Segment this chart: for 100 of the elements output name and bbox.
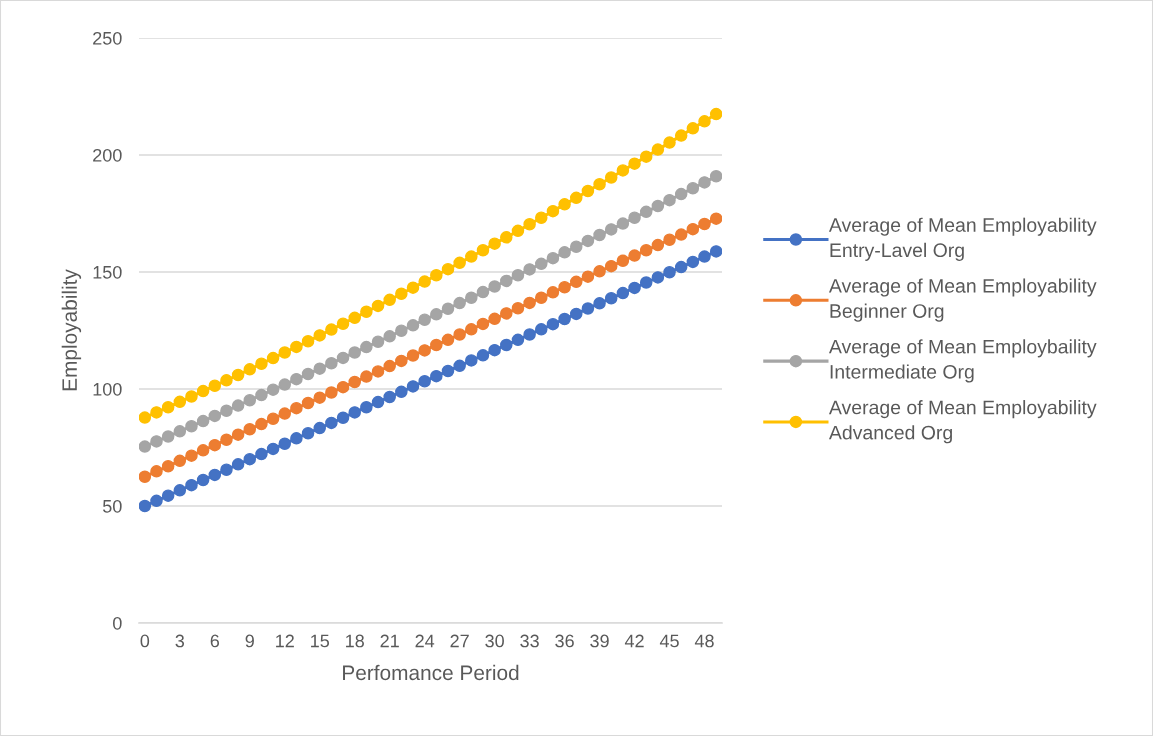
point — [523, 296, 536, 310]
point — [383, 359, 396, 373]
point — [360, 401, 373, 414]
y-tick-label: 200 — [93, 148, 122, 162]
point — [430, 308, 443, 321]
point — [161, 430, 175, 443]
point — [266, 383, 280, 396]
point — [593, 177, 606, 191]
point — [150, 494, 163, 508]
point — [418, 375, 431, 388]
point — [208, 468, 222, 482]
point — [488, 280, 501, 293]
point — [348, 346, 361, 359]
x-tick-label: 15 — [311, 634, 330, 648]
point — [476, 285, 490, 299]
point — [639, 276, 653, 289]
point — [418, 344, 431, 357]
point — [278, 407, 292, 420]
point — [290, 401, 303, 415]
point — [371, 365, 385, 378]
point — [686, 255, 700, 269]
point — [150, 465, 163, 478]
point — [674, 187, 688, 201]
point — [150, 406, 163, 419]
point — [383, 330, 396, 343]
point — [569, 307, 583, 321]
point — [698, 115, 711, 128]
point — [231, 458, 245, 471]
point — [593, 228, 606, 242]
point — [628, 211, 641, 224]
point — [639, 243, 653, 257]
point — [441, 302, 455, 315]
legend-label: Average of Mean Employability Advanced Org — [828, 400, 1097, 444]
point — [243, 452, 257, 466]
point — [430, 269, 443, 282]
point — [220, 374, 233, 387]
point — [395, 324, 408, 337]
point — [371, 299, 385, 313]
x-tick-label: 27 — [450, 634, 469, 648]
y-axis-title: Employability — [61, 269, 82, 391]
point — [243, 393, 257, 407]
point — [371, 395, 385, 409]
point — [418, 313, 431, 326]
point — [698, 217, 711, 231]
point — [266, 351, 280, 365]
point — [430, 338, 443, 352]
point — [231, 399, 245, 412]
point — [208, 409, 222, 423]
point — [476, 317, 490, 331]
point — [535, 291, 548, 304]
x-tick-label: 24 — [415, 634, 435, 648]
x-tick-label: 18 — [346, 634, 364, 648]
point — [336, 351, 350, 365]
point — [500, 307, 513, 320]
point — [511, 302, 525, 315]
point — [569, 191, 583, 205]
point — [278, 378, 292, 391]
point — [686, 122, 700, 135]
point — [628, 249, 641, 262]
point — [220, 463, 233, 476]
legend-label: Average of Mean Employbaility Intermediate Org — [828, 339, 1097, 383]
point — [173, 425, 187, 438]
point — [395, 385, 408, 399]
point — [453, 256, 466, 270]
point — [395, 287, 408, 301]
point — [465, 323, 478, 336]
point — [453, 328, 466, 341]
point — [569, 275, 583, 289]
point — [488, 343, 501, 357]
point — [651, 143, 665, 156]
point — [290, 340, 303, 354]
point — [301, 396, 315, 410]
point — [336, 380, 350, 394]
point — [465, 250, 478, 263]
point — [476, 243, 490, 257]
point — [430, 369, 443, 383]
x-tick-label: 48 — [694, 634, 714, 648]
point — [220, 433, 233, 447]
point — [558, 198, 571, 211]
point — [336, 411, 350, 425]
point — [546, 317, 560, 331]
point — [663, 265, 676, 279]
point — [360, 305, 373, 319]
point — [231, 428, 245, 441]
point — [196, 384, 210, 398]
point — [139, 499, 152, 513]
x-axis-title: Perfomance Period — [343, 664, 519, 681]
x-tick-label: 45 — [659, 634, 679, 648]
x-tick-label: 33 — [520, 634, 539, 648]
point — [220, 404, 233, 418]
point — [616, 217, 630, 230]
point — [441, 364, 455, 378]
point — [185, 478, 198, 492]
point — [313, 362, 326, 375]
point — [336, 317, 350, 330]
point — [325, 357, 338, 370]
point — [453, 296, 466, 310]
point — [465, 291, 478, 304]
point — [150, 435, 163, 448]
point — [185, 390, 198, 403]
